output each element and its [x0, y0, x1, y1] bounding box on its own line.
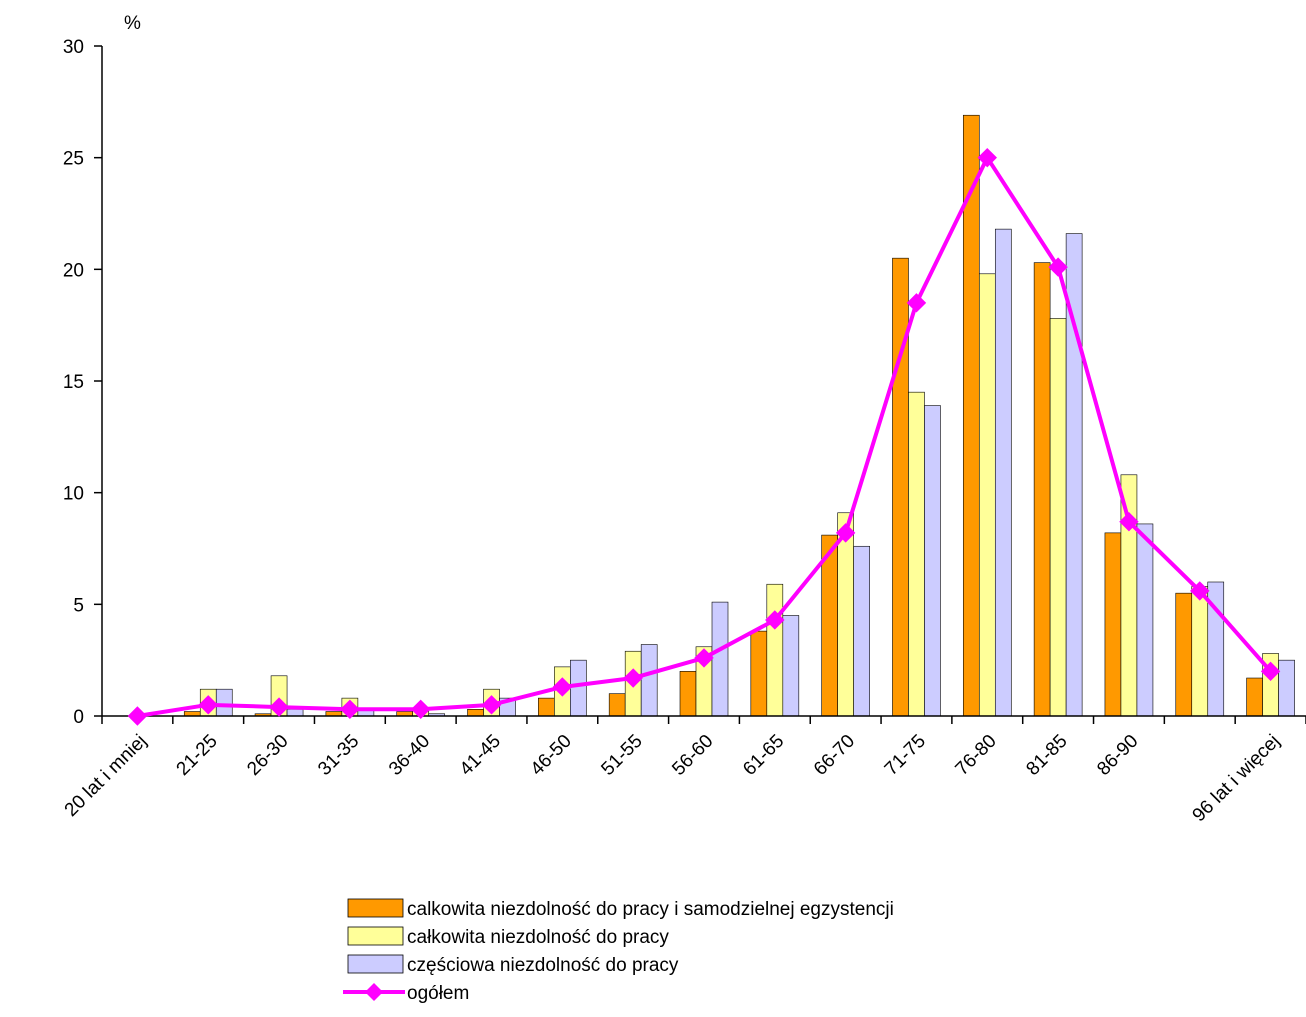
bars-layer	[183, 114, 1295, 717]
line-marker-4	[411, 699, 431, 720]
bar-s2-10	[853, 545, 870, 717]
y-tick-label-4: 20	[63, 260, 84, 281]
legend-label-0: calkowita niezdolność do pracy i samodzi…	[407, 899, 894, 920]
line-marker-10	[835, 523, 856, 543]
line-marker-1	[198, 695, 218, 715]
x-tick-label-0: 20 lat i mniej	[61, 731, 151, 821]
bar-s2-1	[215, 688, 233, 717]
x-tick-label-6: 46-50	[527, 731, 576, 780]
bar-s2-9	[782, 615, 800, 717]
line-marker-13	[1048, 257, 1068, 277]
line-marker-12	[977, 147, 997, 168]
line-marker-15	[1190, 581, 1210, 601]
line-marker-5	[481, 695, 502, 715]
y-tick-label-1: 5	[73, 595, 84, 616]
bar-s1-11	[908, 391, 925, 717]
line-marker-0	[127, 706, 148, 726]
line-marker-16	[1260, 661, 1281, 682]
legend: calkowita niezdolność do pracy i samodzi…	[343, 898, 894, 1004]
legend-swatch-0	[347, 898, 404, 918]
legend-swatch-2	[347, 954, 404, 974]
x-tick-label-12: 76-80	[952, 731, 1001, 780]
bar-s0-6	[538, 697, 555, 717]
bar-s0-8	[679, 671, 697, 717]
bar-s2-14	[1136, 523, 1154, 717]
line-marker-9	[765, 610, 785, 630]
x-tick-label-8: 56-60	[668, 731, 717, 780]
line-marker-14	[1119, 511, 1139, 532]
bar-s2-2	[286, 708, 304, 717]
bar-s1-15	[1191, 586, 1209, 717]
bar-s0-5	[467, 708, 484, 717]
x-tick-label-13: 81-85	[1022, 731, 1071, 780]
bar-s1-9	[766, 583, 784, 717]
line-marker-6	[552, 677, 573, 697]
bar-s1-14	[1120, 474, 1138, 717]
line-marker-3	[340, 699, 360, 720]
bar-s0-13	[1033, 262, 1051, 717]
line-marker-2	[269, 697, 289, 717]
legend-label-3: ogółem	[407, 983, 469, 1004]
line-series-0	[137, 155, 1273, 718]
x-tick-label-1: 21-25	[173, 731, 222, 780]
bar-s2-12	[994, 228, 1012, 717]
y-tick-label-0: 0	[73, 707, 84, 728]
y-tick-label-2: 10	[63, 484, 84, 505]
bar-s2-8	[711, 601, 729, 717]
legend-label-2: częściowa niezdolność do pracy	[407, 955, 679, 976]
legend-label-1: całkowita niezdolność do pracy	[407, 927, 669, 948]
x-tick-label-11: 71-75	[881, 731, 930, 780]
bar-s2-7	[640, 644, 658, 717]
bar-s0-16	[1246, 677, 1263, 717]
bar-s0-9	[750, 630, 768, 717]
bar-s1-12	[978, 273, 996, 717]
bar-s2-6	[570, 659, 587, 717]
bar-s1-10	[837, 512, 854, 717]
bar-s1-13	[1049, 318, 1067, 717]
bar-s0-14	[1104, 532, 1122, 717]
legend-marker-3	[365, 983, 383, 1001]
legend-swatch-1	[347, 926, 404, 946]
bar-s2-11	[924, 405, 941, 717]
x-tick-label-9: 61-65	[739, 731, 788, 780]
x-tick-label-10: 66-70	[810, 731, 859, 780]
x-tick-label-16: 96 lat i więcej	[1189, 731, 1285, 827]
line-marker-7	[623, 668, 643, 688]
line-marker-11	[906, 293, 927, 313]
bar-s2-16	[1278, 659, 1295, 717]
y-tick-label-3: 15	[63, 372, 84, 393]
y-axis-label: %	[124, 13, 141, 34]
x-tick-label-3: 31-35	[314, 731, 363, 780]
x-tick-label-5: 41-45	[456, 731, 505, 780]
y-tick-label-6: 30	[63, 37, 84, 58]
x-tick-label-2: 26-30	[243, 731, 292, 780]
line-marker-8	[694, 648, 714, 668]
x-tick-label-4: 36-40	[385, 731, 434, 780]
line-layer	[127, 147, 1281, 726]
x-tick-label-14: 86-90	[1093, 731, 1142, 780]
x-tick-label-7: 51-55	[597, 731, 646, 780]
bar-s0-7	[608, 693, 626, 717]
y-tick-label-5: 25	[63, 149, 84, 170]
bar-s0-11	[892, 257, 909, 717]
bar-s0-15	[1175, 592, 1193, 717]
